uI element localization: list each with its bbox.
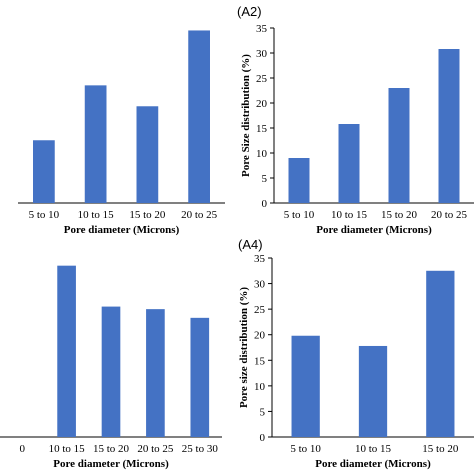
x-tick-label: 15 to 20 (93, 443, 130, 455)
chart-panel-4: (A4) 0 5 10 15 20 25 30 35 Pore size distribution… (238, 237, 474, 470)
y-tick-label: 5 (262, 173, 268, 185)
x-tick-label: 20 to 25 (137, 443, 174, 455)
x-axis-label: Pore diameter (Microns) (315, 458, 431, 470)
y-tick-label: 35 (256, 23, 268, 35)
bar-1 (291, 335, 320, 437)
panel-label: (A4) (238, 237, 263, 252)
x-tick-label: 10 to 15 (49, 443, 86, 455)
y-tick-label: 0 (262, 198, 268, 210)
y-tick-label: 5 (260, 406, 266, 418)
bar-2 (57, 265, 76, 437)
bar-4 (188, 30, 210, 204)
y-tick-label: 35 (254, 253, 266, 265)
bar-5 (190, 317, 210, 437)
y-axis-label: Pore size distribution (%) (238, 287, 250, 408)
bar-3 (388, 88, 410, 203)
x-tick-label: 10 to 15 (78, 209, 115, 221)
x-tick-label: 15 to 20 (129, 209, 166, 221)
bar-4 (438, 49, 460, 203)
x-tick-label: 0 (19, 443, 25, 455)
y-tick-label: 30 (256, 48, 268, 60)
x-tick-label: 5 to 10 (29, 209, 60, 221)
y-tick-label: 15 (254, 355, 266, 367)
x-tick-label: 10 to 15 (331, 209, 368, 221)
y-tick-label: 10 (254, 381, 266, 393)
x-tick-label: 5 to 10 (290, 443, 321, 455)
y-axis-label: Pore Size distribution (%) (240, 54, 252, 177)
bar-3 (426, 270, 455, 437)
bar-4 (146, 309, 165, 437)
y-tick-label: 15 (256, 123, 268, 135)
bar-1 (33, 140, 55, 203)
x-tick-label: 10 to 15 (355, 443, 392, 455)
bar-3 (101, 306, 121, 437)
x-tick-label: 20 to 25 (181, 209, 218, 221)
bar-2 (84, 85, 107, 203)
y-tick-label: 0 (260, 432, 266, 444)
x-tick-label: 15 to 20 (381, 209, 418, 221)
bar-2 (358, 345, 388, 437)
y-tick-label: 20 (256, 98, 268, 110)
x-tick-label: 15 to 20 (422, 443, 459, 455)
x-tick-label: 20 to 25 (431, 209, 468, 221)
y-tick-label: 25 (254, 304, 266, 316)
x-axis-label: Pore diameter (Microns) (53, 458, 169, 470)
y-tick-label: 10 (256, 148, 268, 160)
bar-3 (136, 106, 159, 203)
x-axis-label: Pore diameter (Microns) (316, 224, 432, 236)
bar-2 (338, 124, 360, 203)
y-tick-label: 25 (256, 73, 268, 85)
x-tick-label: 25 to 30 (182, 443, 219, 455)
bar-1 (288, 158, 310, 203)
x-axis-label: Pore diameter (Microns) (64, 224, 180, 236)
panel-label: (A2) (237, 4, 262, 19)
y-tick-label: 20 (254, 330, 266, 342)
x-tick-label: 5 to 10 (284, 209, 315, 221)
y-tick-label: 30 (254, 279, 266, 291)
chart-panel-2: (A2) 0 5 10 15 20 25 30 35 Pore Size distribution… (237, 4, 474, 236)
chart-panel-3: 0 10 to 15 15 to 20 20 to 25 25 to 30 Pore di… (0, 265, 222, 470)
